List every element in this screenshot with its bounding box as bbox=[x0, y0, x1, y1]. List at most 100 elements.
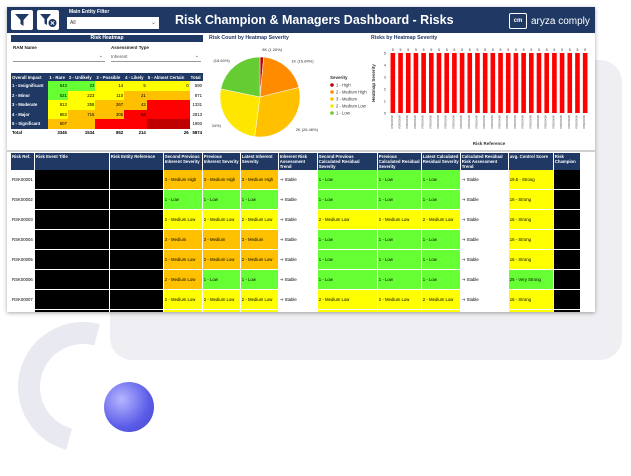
risk-table-column-header[interactable]: Previous Calculated Residual Severity bbox=[377, 153, 422, 170]
control-score-cell: 19.5 - Strong bbox=[508, 170, 554, 190]
severity-cell: 1 - Low bbox=[317, 249, 378, 270]
clear-filter-button[interactable] bbox=[37, 10, 59, 30]
severity-cell: 2 - Medium Low bbox=[240, 249, 279, 270]
heatmap-row-label: 2 - Minor bbox=[11, 90, 49, 100]
risk-table-row[interactable]: RSK00006 2 - Medium Low 1 - Low 1 - Low ➔ St… bbox=[11, 269, 581, 290]
risk-table-column-header[interactable]: Previous Inherent Severity bbox=[202, 153, 241, 170]
bar bbox=[475, 53, 480, 113]
arrow-right-icon: ➔ bbox=[461, 196, 467, 202]
heatmap-cell[interactable]: 223 bbox=[67, 90, 96, 100]
heatmap-cell[interactable] bbox=[95, 119, 125, 129]
risk-table-column-header[interactable]: Latest Calculated Residual Severity bbox=[421, 153, 461, 170]
heatmap-cell[interactable]: 715 bbox=[67, 109, 96, 119]
heatmap-cell[interactable]: 42 bbox=[124, 100, 147, 110]
trend-cell: ➔ Stable bbox=[460, 209, 509, 230]
heatmap-cell[interactable]: 590 bbox=[189, 81, 203, 91]
bar-data-label: 5 bbox=[400, 48, 402, 52]
severity-cell: 3 - Medium bbox=[240, 229, 279, 250]
trend-cell: ➔ Stable bbox=[278, 289, 318, 310]
heatmap-cell[interactable]: 21 bbox=[124, 90, 147, 100]
severity-cell: 2 - Medium Low bbox=[421, 289, 461, 310]
risk-champion-cell bbox=[553, 269, 581, 290]
risk-table-column-header[interactable]: Inherent Risk Assessment Trend bbox=[278, 153, 318, 170]
trend-value: Stable bbox=[284, 256, 297, 262]
risk-table-column-header[interactable]: avg. Control Score bbox=[508, 153, 554, 170]
heatmap-cell[interactable] bbox=[146, 109, 190, 119]
ram-name-select[interactable]: ⌄ bbox=[13, 52, 105, 62]
pie-legend-swatch bbox=[330, 83, 334, 87]
pie-legend-title: Severity bbox=[330, 75, 348, 80]
heatmap-cell[interactable]: 521 bbox=[48, 90, 68, 100]
bar-data-label: 5 bbox=[476, 48, 478, 52]
risk-table-row[interactable]: RSK00007 2 - Medium Low 2 - Medium Low 2 - … bbox=[11, 289, 581, 310]
heatmap-cell[interactable]: 54 bbox=[124, 109, 147, 119]
heatmap-cell[interactable] bbox=[67, 119, 96, 129]
heatmap-cell[interactable]: 14 bbox=[95, 81, 125, 91]
risk-table-row[interactable]: RSK00001 3 - Medium High 3 - Medium High 3 … bbox=[11, 170, 581, 190]
risk-table-column-header[interactable]: Latest Inherent Severity bbox=[240, 153, 279, 170]
risk-table-column-header[interactable]: Second Previous Inherent Severity bbox=[163, 153, 203, 170]
heatmap-column-header: Overall Impact bbox=[11, 73, 49, 81]
heatmap-cell[interactable]: 543 bbox=[48, 81, 68, 91]
heatmap-cell[interactable]: 110 bbox=[95, 90, 125, 100]
risk-table-column-header[interactable]: Risk Champion bbox=[553, 153, 581, 170]
severity-cell: 2 - Medium Low bbox=[317, 209, 378, 230]
heatmap-cell[interactable] bbox=[146, 90, 190, 100]
heatmap-total-cell: 3346 bbox=[48, 128, 68, 136]
filter-icon-button[interactable] bbox=[11, 10, 33, 30]
pie-slice-label: 2K (22.34%) bbox=[212, 123, 222, 128]
heatmap-cell[interactable]: 258 bbox=[67, 100, 96, 110]
risk-table-column-header[interactable]: Risk Event Title bbox=[34, 153, 110, 170]
bar bbox=[452, 53, 457, 113]
heatmap-cell[interactable]: 813 bbox=[48, 100, 68, 110]
risk-entity-reference-cell bbox=[109, 309, 164, 312]
risk-event-title-cell bbox=[34, 209, 110, 230]
heatmap-cell[interactable]: 23 bbox=[67, 81, 96, 91]
risk-entity-reference-cell bbox=[109, 249, 164, 270]
heatmap-cell[interactable]: 1993 bbox=[189, 119, 203, 129]
bar-data-label: 5 bbox=[407, 48, 409, 52]
bar-x-tick: RSK00000 bbox=[444, 115, 448, 129]
pie-chart: 8K (1.26%) 1K (16.84%) 2K (26.46%) 2K (22.3… bbox=[212, 47, 367, 138]
heatmap-cell[interactable]: 607 bbox=[48, 119, 68, 129]
risk-table-row[interactable]: RSK00004 3 - Medium 3 - Medium 3 - Medium ➔ … bbox=[11, 229, 581, 250]
assessment-type-select[interactable]: Inherent ⌄ bbox=[111, 52, 201, 62]
heatmap-cell[interactable]: 1331 bbox=[189, 100, 203, 110]
heatmap-cell[interactable]: 267 bbox=[95, 100, 125, 110]
bar-x-tick: RSK00000 bbox=[513, 115, 517, 129]
bar-data-label: 5 bbox=[576, 48, 578, 52]
risk-table-column-header[interactable]: Risk Ref. bbox=[11, 153, 35, 170]
heatmap-cell[interactable]: 2813 bbox=[189, 109, 203, 119]
heatmap-row: 1 - Insignificant 543 23 14 5 0 590 bbox=[11, 81, 203, 91]
risk-table-row[interactable]: RSK00002 1 - Low 1 - Low 1 - Low ➔ Stable 1 -… bbox=[11, 189, 581, 210]
risk-table-row[interactable]: RSK00005 2 - Medium Low 2 - Medium Low 2 - … bbox=[11, 249, 581, 270]
trend-value: Stable bbox=[284, 236, 297, 242]
risk-table-row[interactable]: RSK00003 2 - Medium Low 2 - Medium Low 2 - … bbox=[11, 209, 581, 230]
bar bbox=[398, 53, 403, 113]
risk-entity-reference-cell bbox=[109, 269, 164, 290]
logo-text: aryza comply bbox=[531, 15, 590, 27]
risk-table-column-header[interactable]: Risk Entity Reference bbox=[109, 153, 164, 170]
heatmap-cell[interactable] bbox=[146, 100, 190, 110]
risk-table-column-header[interactable]: Second Previous Calculated Residual Seve… bbox=[317, 153, 378, 170]
severity-cell: 2 - Medium Low bbox=[163, 269, 203, 290]
severity-cell: 2 - Medium Low bbox=[163, 309, 203, 312]
risk-table-column-header[interactable]: Calculated Residual Risk Assessment Tren… bbox=[460, 153, 509, 170]
heatmap-cell[interactable]: 305 bbox=[95, 109, 125, 119]
severity-cell: 2 - Medium Low bbox=[202, 209, 241, 230]
heatmap-total-cell: 214 bbox=[124, 128, 147, 136]
heatmap-cell[interactable]: 0 bbox=[146, 81, 190, 91]
heatmap-cell[interactable] bbox=[124, 119, 147, 129]
bar-section-title: Risks by Heatmap Severity bbox=[371, 35, 438, 41]
severity-cell: 2 - Medium Low bbox=[163, 249, 203, 270]
entity-filter-select[interactable]: All ⌄ bbox=[67, 17, 159, 29]
bar-data-label: 5 bbox=[484, 48, 486, 52]
heatmap-cell[interactable]: 863 bbox=[48, 109, 68, 119]
bar-data-label: 5 bbox=[530, 48, 532, 52]
heatmap-cell[interactable] bbox=[146, 119, 190, 129]
pie-section-title: Risk Count by Heatmap Severity bbox=[209, 35, 289, 41]
heatmap-cell[interactable]: 5 bbox=[124, 81, 147, 91]
heatmap-cell[interactable]: 871 bbox=[189, 90, 203, 100]
trend-value: Stable bbox=[284, 276, 297, 282]
